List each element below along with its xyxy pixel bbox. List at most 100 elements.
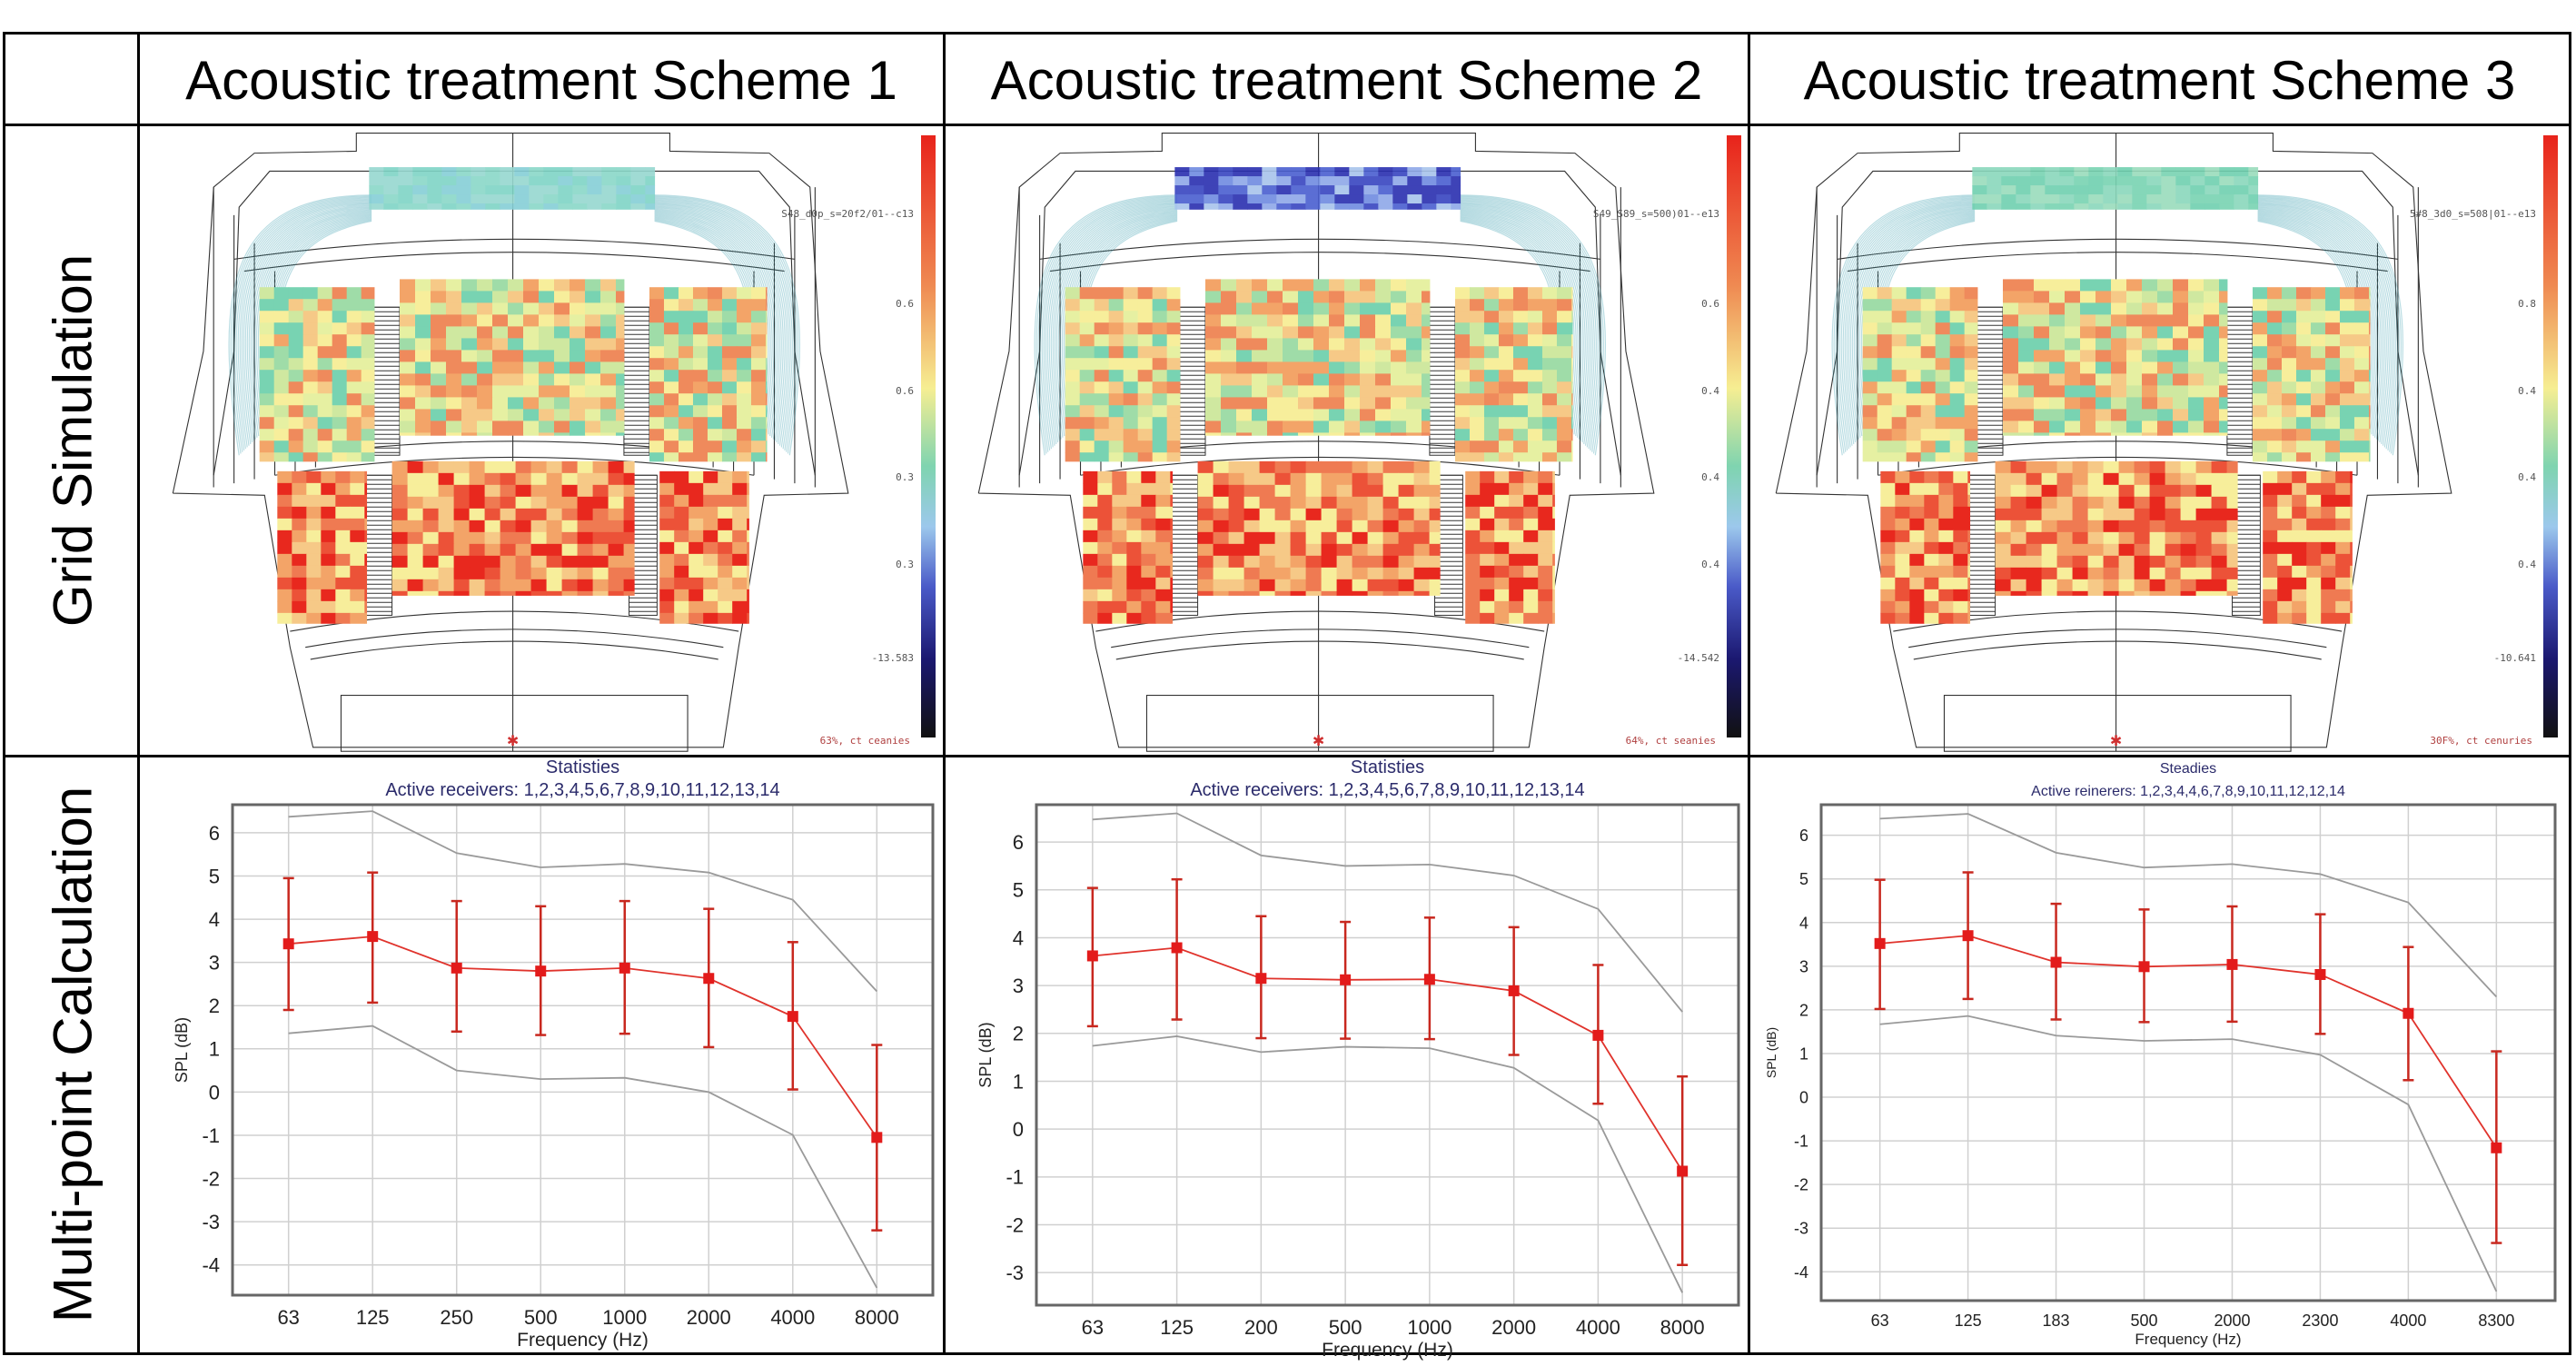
heatmap-cell <box>554 432 570 436</box>
mean-marker <box>2403 1007 2414 1019</box>
sound-ray <box>654 203 784 441</box>
heatmap-cell <box>350 577 365 590</box>
heatmap-cell <box>539 314 555 327</box>
heatmap-cell <box>1422 361 1431 374</box>
heatmap-cell <box>1344 338 1361 351</box>
heatmap-cell <box>1197 460 1214 474</box>
heatmap-cell <box>446 279 462 292</box>
heatmap-cell <box>259 311 275 323</box>
heatmap-cell <box>1334 194 1350 204</box>
heatmap-cell <box>500 472 517 486</box>
heatmap-cell <box>663 358 679 371</box>
heatmap-cell <box>484 567 501 580</box>
heatmap-cell <box>1141 577 1156 590</box>
heatmap-cell <box>292 494 307 508</box>
heatmap-cell <box>1329 314 1345 327</box>
heatmap-cell <box>456 194 471 204</box>
heatmap-cell <box>1454 334 1471 347</box>
heatmap-cell <box>659 577 675 590</box>
heatmap-cell <box>1097 600 1113 614</box>
heatmap-cell <box>332 405 348 418</box>
mean-marker <box>1874 937 1886 949</box>
sound-ray <box>230 195 372 454</box>
column-header-scheme-1: Acoustic treatment Scheme 1 <box>185 49 897 111</box>
heatmap-cell <box>1236 361 1253 374</box>
heatmap-cell <box>273 429 290 441</box>
heatmap-cell <box>1141 482 1156 496</box>
heatmap-cell <box>1083 470 1098 484</box>
balcony-arc <box>1111 629 1530 648</box>
heatmap-cell <box>1267 326 1283 339</box>
heatmap-cell <box>585 409 601 421</box>
heatmap-cell <box>306 470 322 484</box>
heatmap-cell <box>1205 409 1222 421</box>
heatmap-cell <box>302 452 319 462</box>
heatmap-cell <box>273 381 290 394</box>
heatmap-cell <box>273 405 290 418</box>
heatmap-cell <box>1329 432 1345 436</box>
heatmap-cell <box>1252 397 1268 410</box>
heatmap-cell <box>1137 370 1154 382</box>
heatmap-cell <box>1221 314 1237 327</box>
heatmap-cell <box>317 334 333 347</box>
heatmap-cell <box>703 553 718 567</box>
heatmap-cell <box>1262 167 1277 177</box>
heatmap-cell <box>1298 338 1314 351</box>
heatmap-cell <box>335 553 351 567</box>
heatmap-cell <box>277 600 292 614</box>
heatmap-cell <box>273 346 290 359</box>
heatmap-cell <box>1512 299 1529 312</box>
heatmap-cell <box>663 393 679 406</box>
heatmap-cell <box>1097 470 1113 484</box>
heatmap-cell <box>747 553 749 567</box>
heatmap-cell <box>317 370 333 382</box>
heatmap-cell <box>1349 194 1364 204</box>
balcony-arc <box>1115 640 1524 660</box>
heatmap-cell <box>1065 346 1081 359</box>
heatmap-cell <box>350 470 365 484</box>
heatmap-cell <box>1329 350 1345 362</box>
sound-ray <box>1039 197 1178 451</box>
heatmap-cell <box>273 393 290 406</box>
heatmap-cell <box>1065 393 1081 406</box>
heatmap-cell <box>1079 358 1095 371</box>
sound-ray <box>654 196 797 452</box>
heatmap-cell <box>558 176 573 186</box>
heatmap-cell <box>1236 432 1253 436</box>
heatmap-cell <box>616 326 625 339</box>
heatmap-cell <box>508 291 524 303</box>
heatmap-cell <box>1469 358 1485 371</box>
heatmap-cell <box>1541 417 1558 430</box>
heatmap-cell <box>1436 167 1451 177</box>
heatmap-cell <box>1556 405 1572 418</box>
heatmap-cell <box>530 531 548 545</box>
heatmap-cell <box>1344 361 1361 374</box>
heatmap-cell <box>461 421 478 433</box>
heatmap-cell <box>484 520 501 533</box>
heatmap-cell <box>1205 421 1222 433</box>
heatmap-cell <box>273 452 290 462</box>
heatmap-cell <box>484 472 501 486</box>
heatmap-cell <box>484 508 501 521</box>
heatmap-cell <box>1283 373 1299 386</box>
heatmap-cell <box>659 553 675 567</box>
heatmap-cell <box>623 579 635 592</box>
heatmap-cell <box>1108 334 1125 347</box>
heatmap-cell <box>412 185 428 195</box>
heatmap-cell <box>539 302 555 315</box>
heatmap-cell <box>259 405 275 418</box>
heatmap-cell <box>1527 393 1543 406</box>
heatmap-cell <box>1189 167 1204 177</box>
heatmap-cell <box>570 314 586 327</box>
heatmap-cell <box>592 543 609 557</box>
heatmap-cell <box>523 350 540 362</box>
sound-ray <box>1460 198 1599 450</box>
heatmap-cell <box>508 373 524 386</box>
heatmap-cell <box>530 508 548 521</box>
heatmap-cell <box>1498 299 1514 312</box>
heatmap-cell <box>1205 326 1222 339</box>
x-tick-label: 63 <box>1871 1312 1889 1330</box>
heatmap-cell <box>492 291 509 303</box>
heatmap-cell <box>1360 397 1376 410</box>
